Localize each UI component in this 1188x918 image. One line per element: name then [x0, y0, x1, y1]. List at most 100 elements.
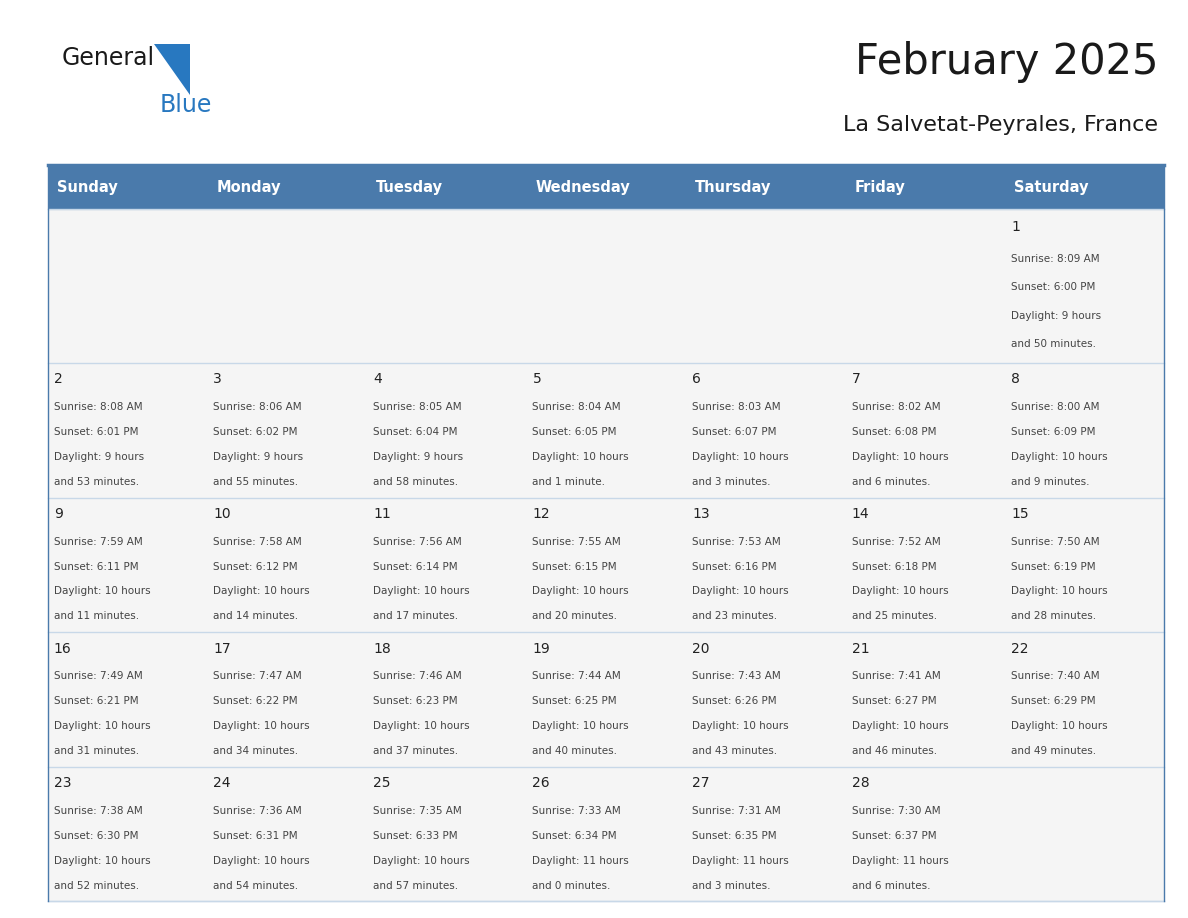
Bar: [1005, 633, 1164, 767]
Text: and 9 minutes.: and 9 minutes.: [1011, 476, 1089, 487]
Text: Daylight: 9 hours: Daylight: 9 hours: [373, 452, 463, 462]
Text: Sunrise: 7:36 AM: Sunrise: 7:36 AM: [214, 806, 302, 816]
Text: Daylight: 10 hours: Daylight: 10 hours: [1011, 721, 1107, 731]
Text: Sunset: 6:05 PM: Sunset: 6:05 PM: [532, 427, 617, 437]
Text: Sunrise: 8:09 AM: Sunrise: 8:09 AM: [1011, 254, 1100, 263]
Text: and 43 minutes.: and 43 minutes.: [693, 746, 777, 756]
Text: Sunset: 6:08 PM: Sunset: 6:08 PM: [852, 427, 936, 437]
Text: 7: 7: [852, 373, 860, 386]
Text: Sunset: 6:04 PM: Sunset: 6:04 PM: [373, 427, 457, 437]
Text: Sunset: 6:26 PM: Sunset: 6:26 PM: [693, 696, 777, 706]
Bar: [48, 363, 207, 498]
Text: 25: 25: [373, 777, 391, 790]
Bar: [207, 767, 367, 901]
Bar: [48, 767, 207, 901]
Text: Sunrise: 7:58 AM: Sunrise: 7:58 AM: [214, 537, 302, 546]
Text: Daylight: 10 hours: Daylight: 10 hours: [693, 587, 789, 597]
Text: Sunset: 6:11 PM: Sunset: 6:11 PM: [53, 562, 139, 572]
Text: Sunset: 6:30 PM: Sunset: 6:30 PM: [53, 831, 138, 841]
Text: and 23 minutes.: and 23 minutes.: [693, 611, 777, 621]
Text: Tuesday: Tuesday: [377, 180, 443, 195]
Bar: [367, 363, 526, 498]
Text: Sunset: 6:16 PM: Sunset: 6:16 PM: [693, 562, 777, 572]
Bar: [845, 165, 1005, 209]
Text: Sunset: 6:23 PM: Sunset: 6:23 PM: [373, 696, 457, 706]
Text: Daylight: 10 hours: Daylight: 10 hours: [852, 452, 948, 462]
Text: Sunset: 6:12 PM: Sunset: 6:12 PM: [214, 562, 298, 572]
Text: Sunrise: 7:31 AM: Sunrise: 7:31 AM: [693, 806, 781, 816]
Text: Sunset: 6:22 PM: Sunset: 6:22 PM: [214, 696, 298, 706]
Bar: [845, 767, 1005, 901]
Text: Sunset: 6:27 PM: Sunset: 6:27 PM: [852, 696, 936, 706]
Text: 15: 15: [1011, 507, 1029, 521]
Bar: [207, 498, 367, 633]
Bar: [1005, 498, 1164, 633]
Text: Sunset: 6:33 PM: Sunset: 6:33 PM: [373, 831, 457, 841]
Text: and 58 minutes.: and 58 minutes.: [373, 476, 459, 487]
Text: 28: 28: [852, 777, 870, 790]
Text: Sunrise: 8:02 AM: Sunrise: 8:02 AM: [852, 402, 940, 412]
Text: and 0 minutes.: and 0 minutes.: [532, 880, 611, 890]
Text: General: General: [62, 46, 154, 70]
Text: 23: 23: [53, 777, 71, 790]
Text: Monday: Monday: [216, 180, 282, 195]
Text: Daylight: 10 hours: Daylight: 10 hours: [852, 587, 948, 597]
Text: Sunrise: 7:56 AM: Sunrise: 7:56 AM: [373, 537, 462, 546]
Text: Daylight: 10 hours: Daylight: 10 hours: [1011, 587, 1107, 597]
Text: 18: 18: [373, 642, 391, 655]
Text: Sunrise: 7:30 AM: Sunrise: 7:30 AM: [852, 806, 940, 816]
Text: Sunrise: 7:35 AM: Sunrise: 7:35 AM: [373, 806, 462, 816]
Text: Daylight: 10 hours: Daylight: 10 hours: [53, 856, 151, 866]
Bar: [48, 209, 207, 363]
Text: 24: 24: [214, 777, 230, 790]
Text: Sunset: 6:07 PM: Sunset: 6:07 PM: [693, 427, 777, 437]
Text: 11: 11: [373, 507, 391, 521]
Bar: [367, 209, 526, 363]
Bar: [367, 633, 526, 767]
Text: Sunday: Sunday: [57, 180, 118, 195]
Text: 3: 3: [214, 373, 222, 386]
Bar: [685, 209, 845, 363]
Text: 27: 27: [693, 777, 709, 790]
Bar: [367, 767, 526, 901]
Text: Daylight: 10 hours: Daylight: 10 hours: [532, 452, 630, 462]
Text: and 25 minutes.: and 25 minutes.: [852, 611, 936, 621]
Text: Sunrise: 7:38 AM: Sunrise: 7:38 AM: [53, 806, 143, 816]
Bar: [526, 209, 685, 363]
Text: Daylight: 10 hours: Daylight: 10 hours: [373, 721, 469, 731]
Text: Sunset: 6:01 PM: Sunset: 6:01 PM: [53, 427, 138, 437]
Text: Sunrise: 7:53 AM: Sunrise: 7:53 AM: [693, 537, 781, 546]
Text: and 34 minutes.: and 34 minutes.: [214, 746, 298, 756]
Text: 22: 22: [1011, 642, 1029, 655]
Bar: [1005, 209, 1164, 363]
Text: and 49 minutes.: and 49 minutes.: [1011, 746, 1097, 756]
Text: Daylight: 11 hours: Daylight: 11 hours: [852, 856, 948, 866]
Text: Daylight: 10 hours: Daylight: 10 hours: [373, 856, 469, 866]
Bar: [845, 363, 1005, 498]
Text: Sunset: 6:02 PM: Sunset: 6:02 PM: [214, 427, 298, 437]
Text: and 57 minutes.: and 57 minutes.: [373, 880, 459, 890]
Text: Sunrise: 8:06 AM: Sunrise: 8:06 AM: [214, 402, 302, 412]
Text: Daylight: 11 hours: Daylight: 11 hours: [693, 856, 789, 866]
Bar: [685, 767, 845, 901]
Text: Sunrise: 8:04 AM: Sunrise: 8:04 AM: [532, 402, 621, 412]
Bar: [48, 633, 207, 767]
Text: Daylight: 10 hours: Daylight: 10 hours: [693, 721, 789, 731]
Bar: [207, 165, 367, 209]
Bar: [845, 633, 1005, 767]
Bar: [48, 498, 207, 633]
Text: Daylight: 10 hours: Daylight: 10 hours: [214, 721, 310, 731]
Text: 12: 12: [532, 507, 550, 521]
Text: and 46 minutes.: and 46 minutes.: [852, 746, 936, 756]
Text: Daylight: 9 hours: Daylight: 9 hours: [214, 452, 304, 462]
Text: Sunrise: 7:33 AM: Sunrise: 7:33 AM: [532, 806, 621, 816]
Text: Daylight: 10 hours: Daylight: 10 hours: [53, 587, 151, 597]
Text: and 6 minutes.: and 6 minutes.: [852, 880, 930, 890]
Text: and 50 minutes.: and 50 minutes.: [1011, 339, 1097, 349]
Text: Sunset: 6:29 PM: Sunset: 6:29 PM: [1011, 696, 1095, 706]
Bar: [685, 498, 845, 633]
Text: Sunset: 6:35 PM: Sunset: 6:35 PM: [693, 831, 777, 841]
Bar: [207, 363, 367, 498]
Text: Sunrise: 7:46 AM: Sunrise: 7:46 AM: [373, 671, 462, 681]
Bar: [48, 165, 207, 209]
